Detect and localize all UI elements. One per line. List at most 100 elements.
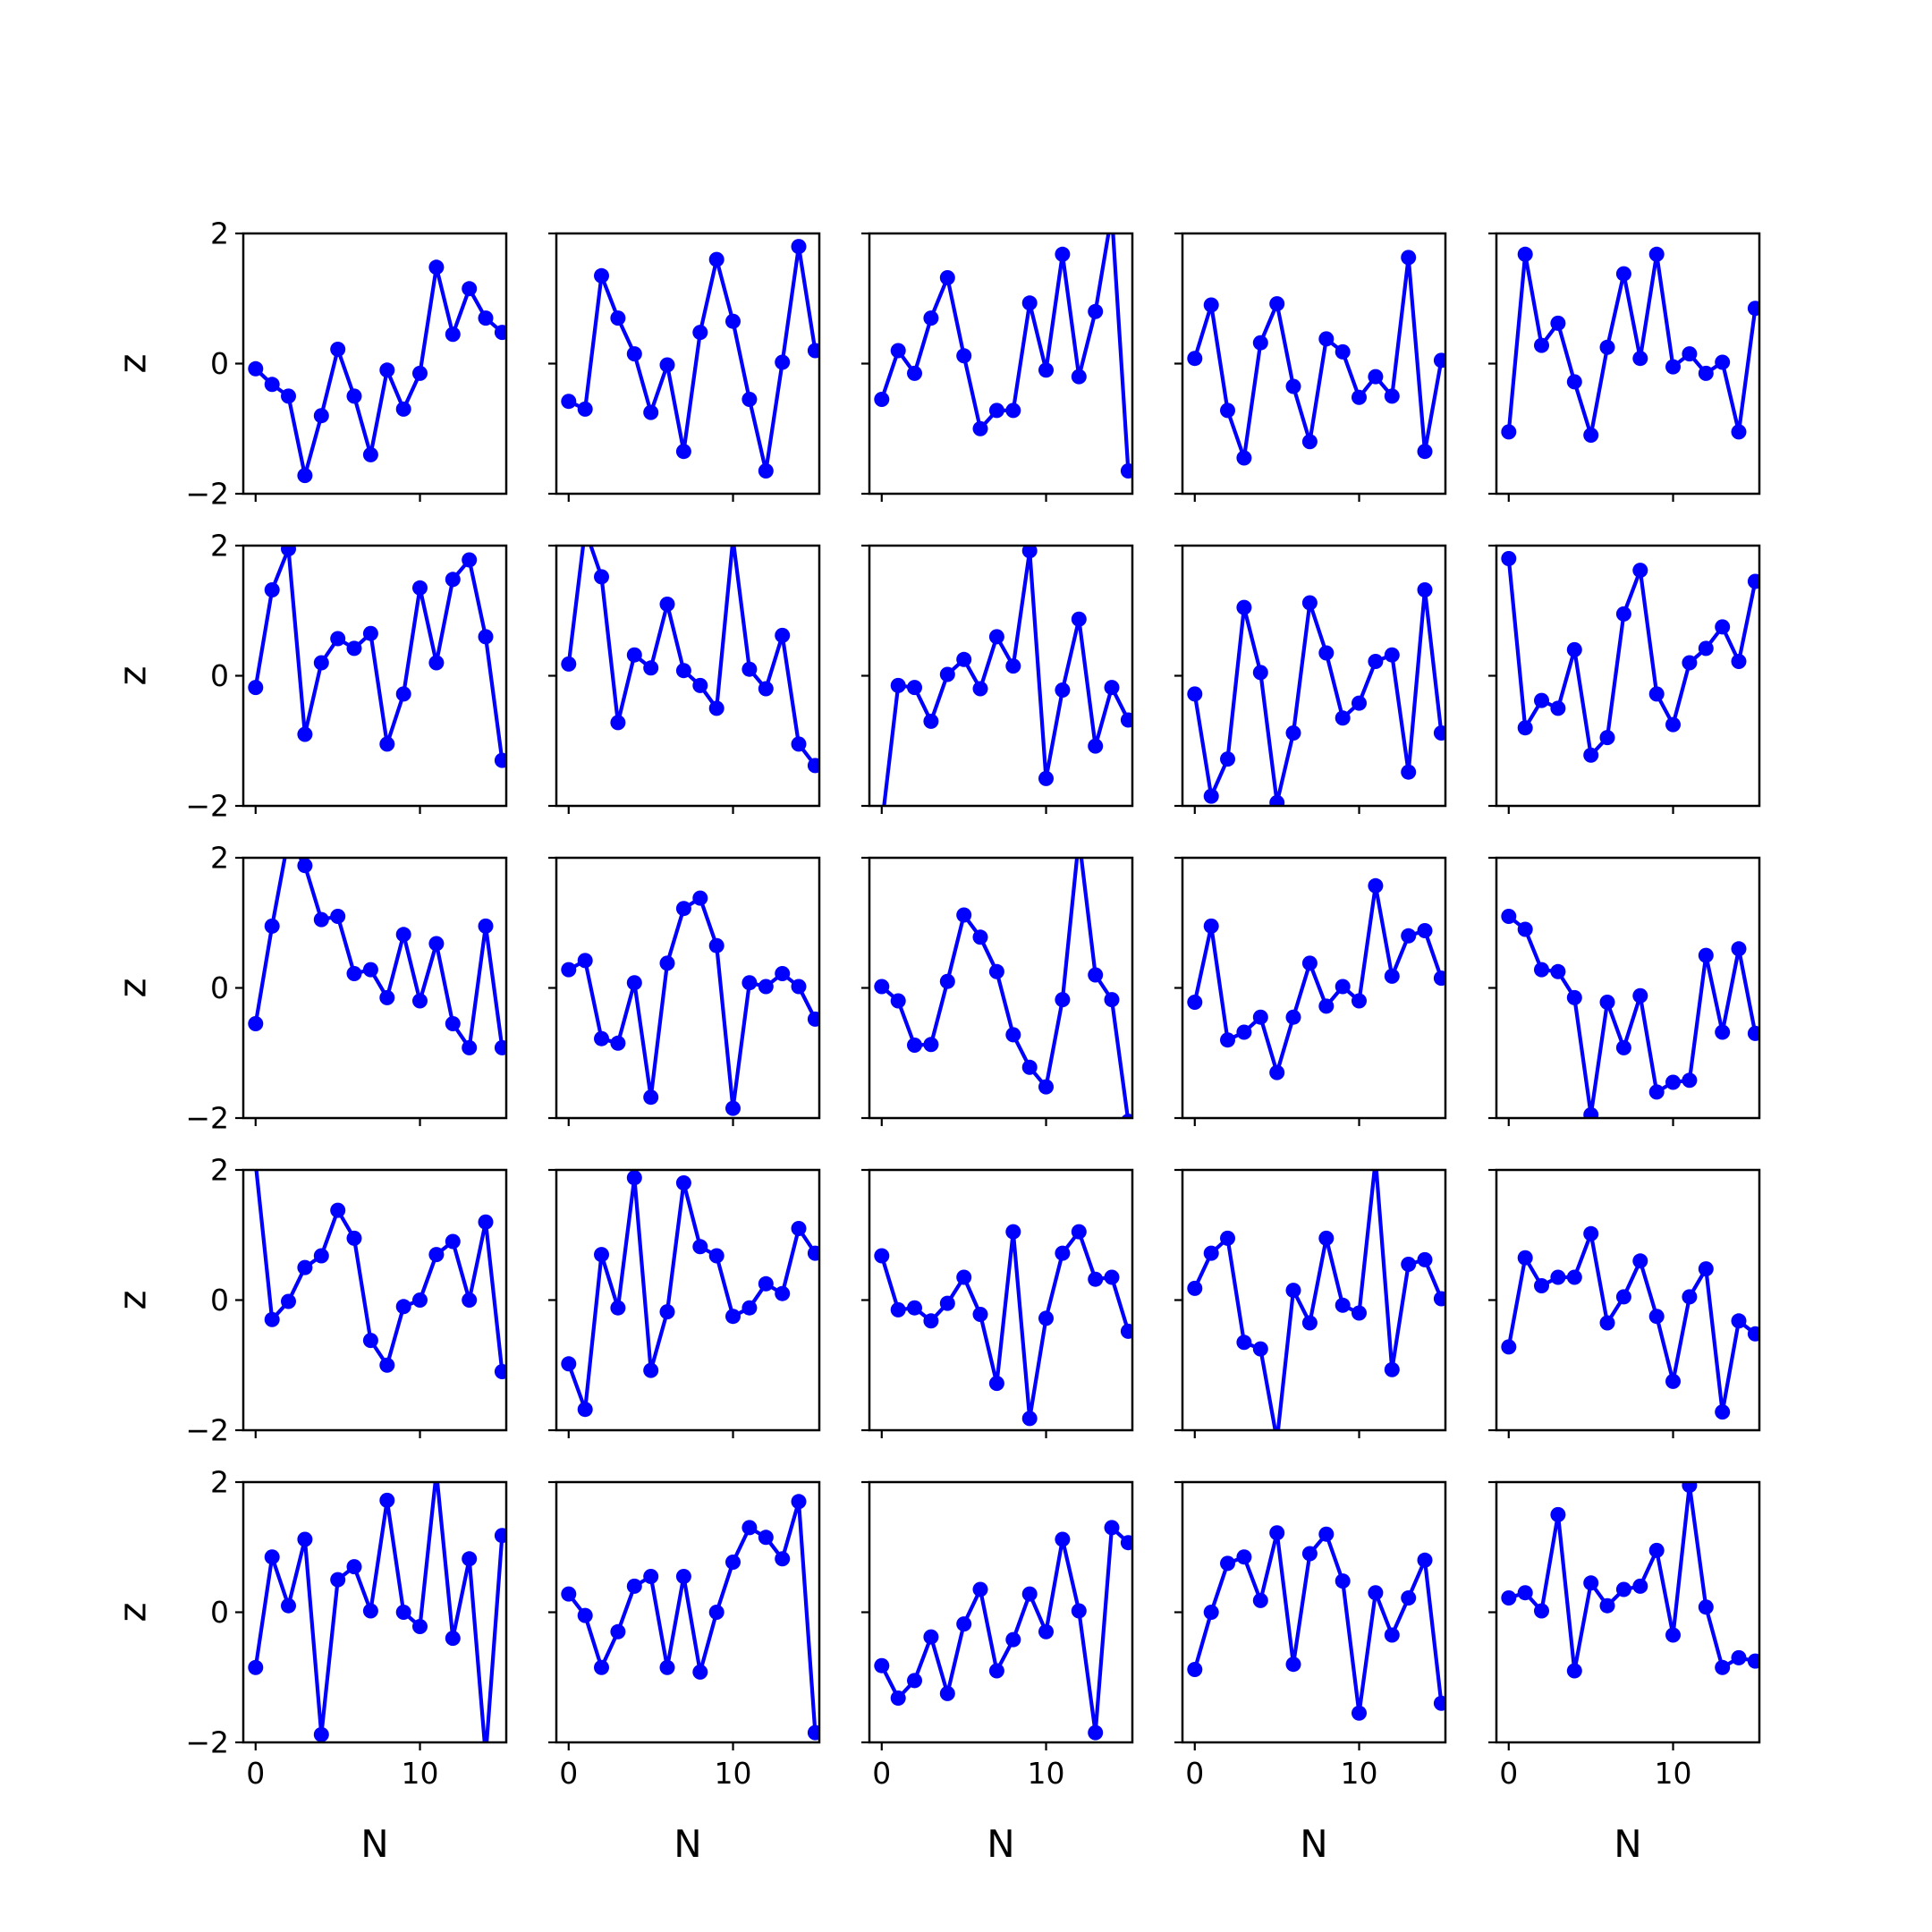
series-line [253,547,504,761]
data-point [1698,1261,1714,1277]
data-point [1517,246,1533,262]
data-point [577,401,593,417]
data-point [1005,1224,1021,1240]
data-point [972,1307,988,1322]
data-point [1104,1269,1120,1285]
data-point [313,1248,329,1264]
data-point [1648,1084,1665,1100]
data-point [1401,250,1417,266]
data-point [1698,640,1714,657]
subplot-r5-c4: 0 10 N [1174,1480,1447,1866]
data-point [379,736,395,752]
data-point [577,1402,593,1418]
data-point [907,1673,922,1689]
data-point [1203,918,1219,934]
x-tick-label: 10 [1655,1756,1692,1791]
data-point [1038,1079,1054,1095]
y-axis-label: z [111,1290,155,1309]
series-group [248,1482,506,1742]
data-point [1599,1597,1615,1614]
data-point [1401,928,1417,944]
subplot-r2-c5 [1488,544,1761,814]
axes-frame [555,856,821,1120]
data-point [1433,1695,1445,1711]
data-point [1715,1024,1731,1040]
series-line [880,858,1131,1118]
subplot-r2-c3 [861,544,1134,833]
data-point [741,975,758,991]
data-point [1352,1305,1367,1321]
data-point [1120,463,1132,479]
data-point [725,313,741,329]
data-point [725,1100,741,1116]
data-point [1698,1599,1714,1615]
subplot-r1-c1: −2 0 2 z [111,216,508,512]
data-point [1583,747,1599,763]
data-point [1583,428,1599,443]
data-point [807,1011,819,1027]
subplot-r2-c2 [548,544,821,814]
data-point [379,1492,395,1508]
data-point [1401,1257,1417,1272]
data-point [1352,993,1367,1009]
data-point [1747,301,1759,317]
data-point [729,546,737,547]
data-point [626,1170,642,1186]
data-point [362,962,378,978]
data-point [1715,619,1731,635]
data-point [281,831,296,846]
series-group [248,831,506,1055]
data-point [494,325,506,341]
data-point [1566,1663,1582,1679]
data-point [874,818,889,833]
x-tick-label: 10 [1341,1756,1378,1791]
data-point [923,1313,939,1329]
series-group [874,858,1132,1118]
x-axis-label: N [987,1822,1014,1866]
data-point [248,1659,264,1675]
subplot-r5-c5: 0 10 N [1488,1480,1761,1866]
subplot-r5-c1: −2 0 2 0 10 z N [111,1465,508,1866]
subplot-r2-c4 [1174,544,1447,814]
series-group [248,259,506,484]
series-group [874,1520,1132,1741]
series-line [1192,884,1444,1075]
data-point [1038,1623,1054,1640]
data-point [594,1659,609,1675]
data-point [1583,1106,1599,1118]
data-point [1517,1250,1533,1266]
data-point [445,326,461,343]
series-group [1187,877,1445,1080]
data-point [1301,434,1318,450]
axes-frame [1495,856,1761,1120]
data-point [494,1039,506,1055]
data-point [1501,551,1517,566]
data-point [775,354,791,370]
data-point [445,1016,461,1031]
data-point [988,1663,1004,1679]
data-point [1269,1064,1285,1080]
y-tick-label: 2 [210,1465,229,1500]
data-point [1682,1482,1698,1494]
data-point [1615,1289,1631,1305]
data-point [1747,1326,1759,1342]
data-point [659,1304,675,1320]
data-point [1120,712,1132,728]
series-group [561,1494,819,1741]
series-group [1501,1225,1759,1420]
data-point [281,1293,296,1309]
data-point [264,1549,280,1565]
y-axis-label: z [111,978,155,997]
data-point [478,1214,494,1230]
data-point [1566,1269,1582,1285]
data-point [610,715,626,731]
data-point [675,901,691,917]
y-tick-label: −2 [185,477,229,512]
data-point [1534,692,1549,708]
y-tick-label: 2 [210,529,229,564]
data-point [248,360,264,377]
data-point [395,686,411,702]
data-point [1236,1549,1252,1565]
data-point [1417,1552,1433,1568]
data-point [1368,1585,1384,1601]
